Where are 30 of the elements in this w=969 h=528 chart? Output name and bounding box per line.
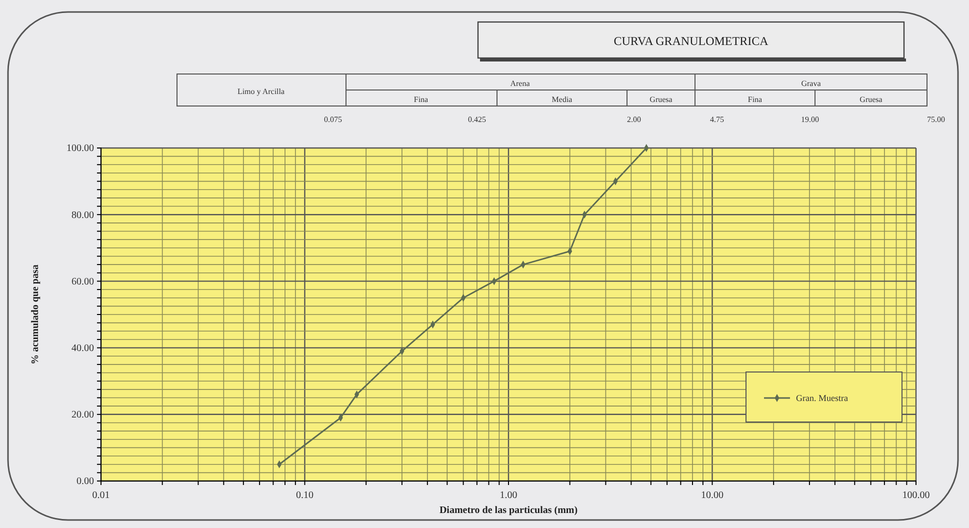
x-tick-label: 100.00 [902, 490, 930, 501]
text: 2.00 [627, 115, 641, 124]
text: Media [552, 95, 573, 104]
y-tick-label: 0.00 [76, 476, 94, 488]
text: Fina [748, 95, 763, 104]
text: Fina [414, 95, 429, 104]
legend: Gran. Muestra [746, 372, 902, 422]
x-axis-title: Diametro de las particulas (mm) [439, 505, 578, 516]
text: 75.00 [927, 115, 945, 124]
y-tick-label: 20.00 [72, 410, 94, 421]
x-tick-label: 10.00 [701, 490, 724, 501]
y-tick-label: 60.00 [72, 276, 94, 288]
text: Gruesa [860, 95, 883, 104]
text: 0.425 [468, 115, 486, 124]
y-tick-label: 80.00 [72, 210, 94, 221]
y-tick-label: 40.00 [72, 343, 94, 354]
legend-label: Gran. Muestra [796, 393, 848, 403]
text: 19.00 [801, 115, 819, 124]
chart-title: CURVA GRANULOMETRICA [614, 34, 769, 48]
text: Gruesa [650, 95, 673, 104]
text: Arena [510, 79, 530, 88]
text: Grava [801, 79, 822, 88]
text: 4.75 [710, 115, 724, 124]
x-tick-label: 0.10 [296, 490, 314, 501]
x-tick-label: 1.00 [500, 490, 518, 501]
text: Limo y Arcilla [237, 87, 285, 96]
y-tick-label: 100.00 [66, 143, 94, 154]
text: 0.075 [324, 115, 342, 124]
x-tick-label: 0.01 [92, 490, 110, 501]
y-axis-title: % acumulado que pasa [30, 264, 41, 364]
